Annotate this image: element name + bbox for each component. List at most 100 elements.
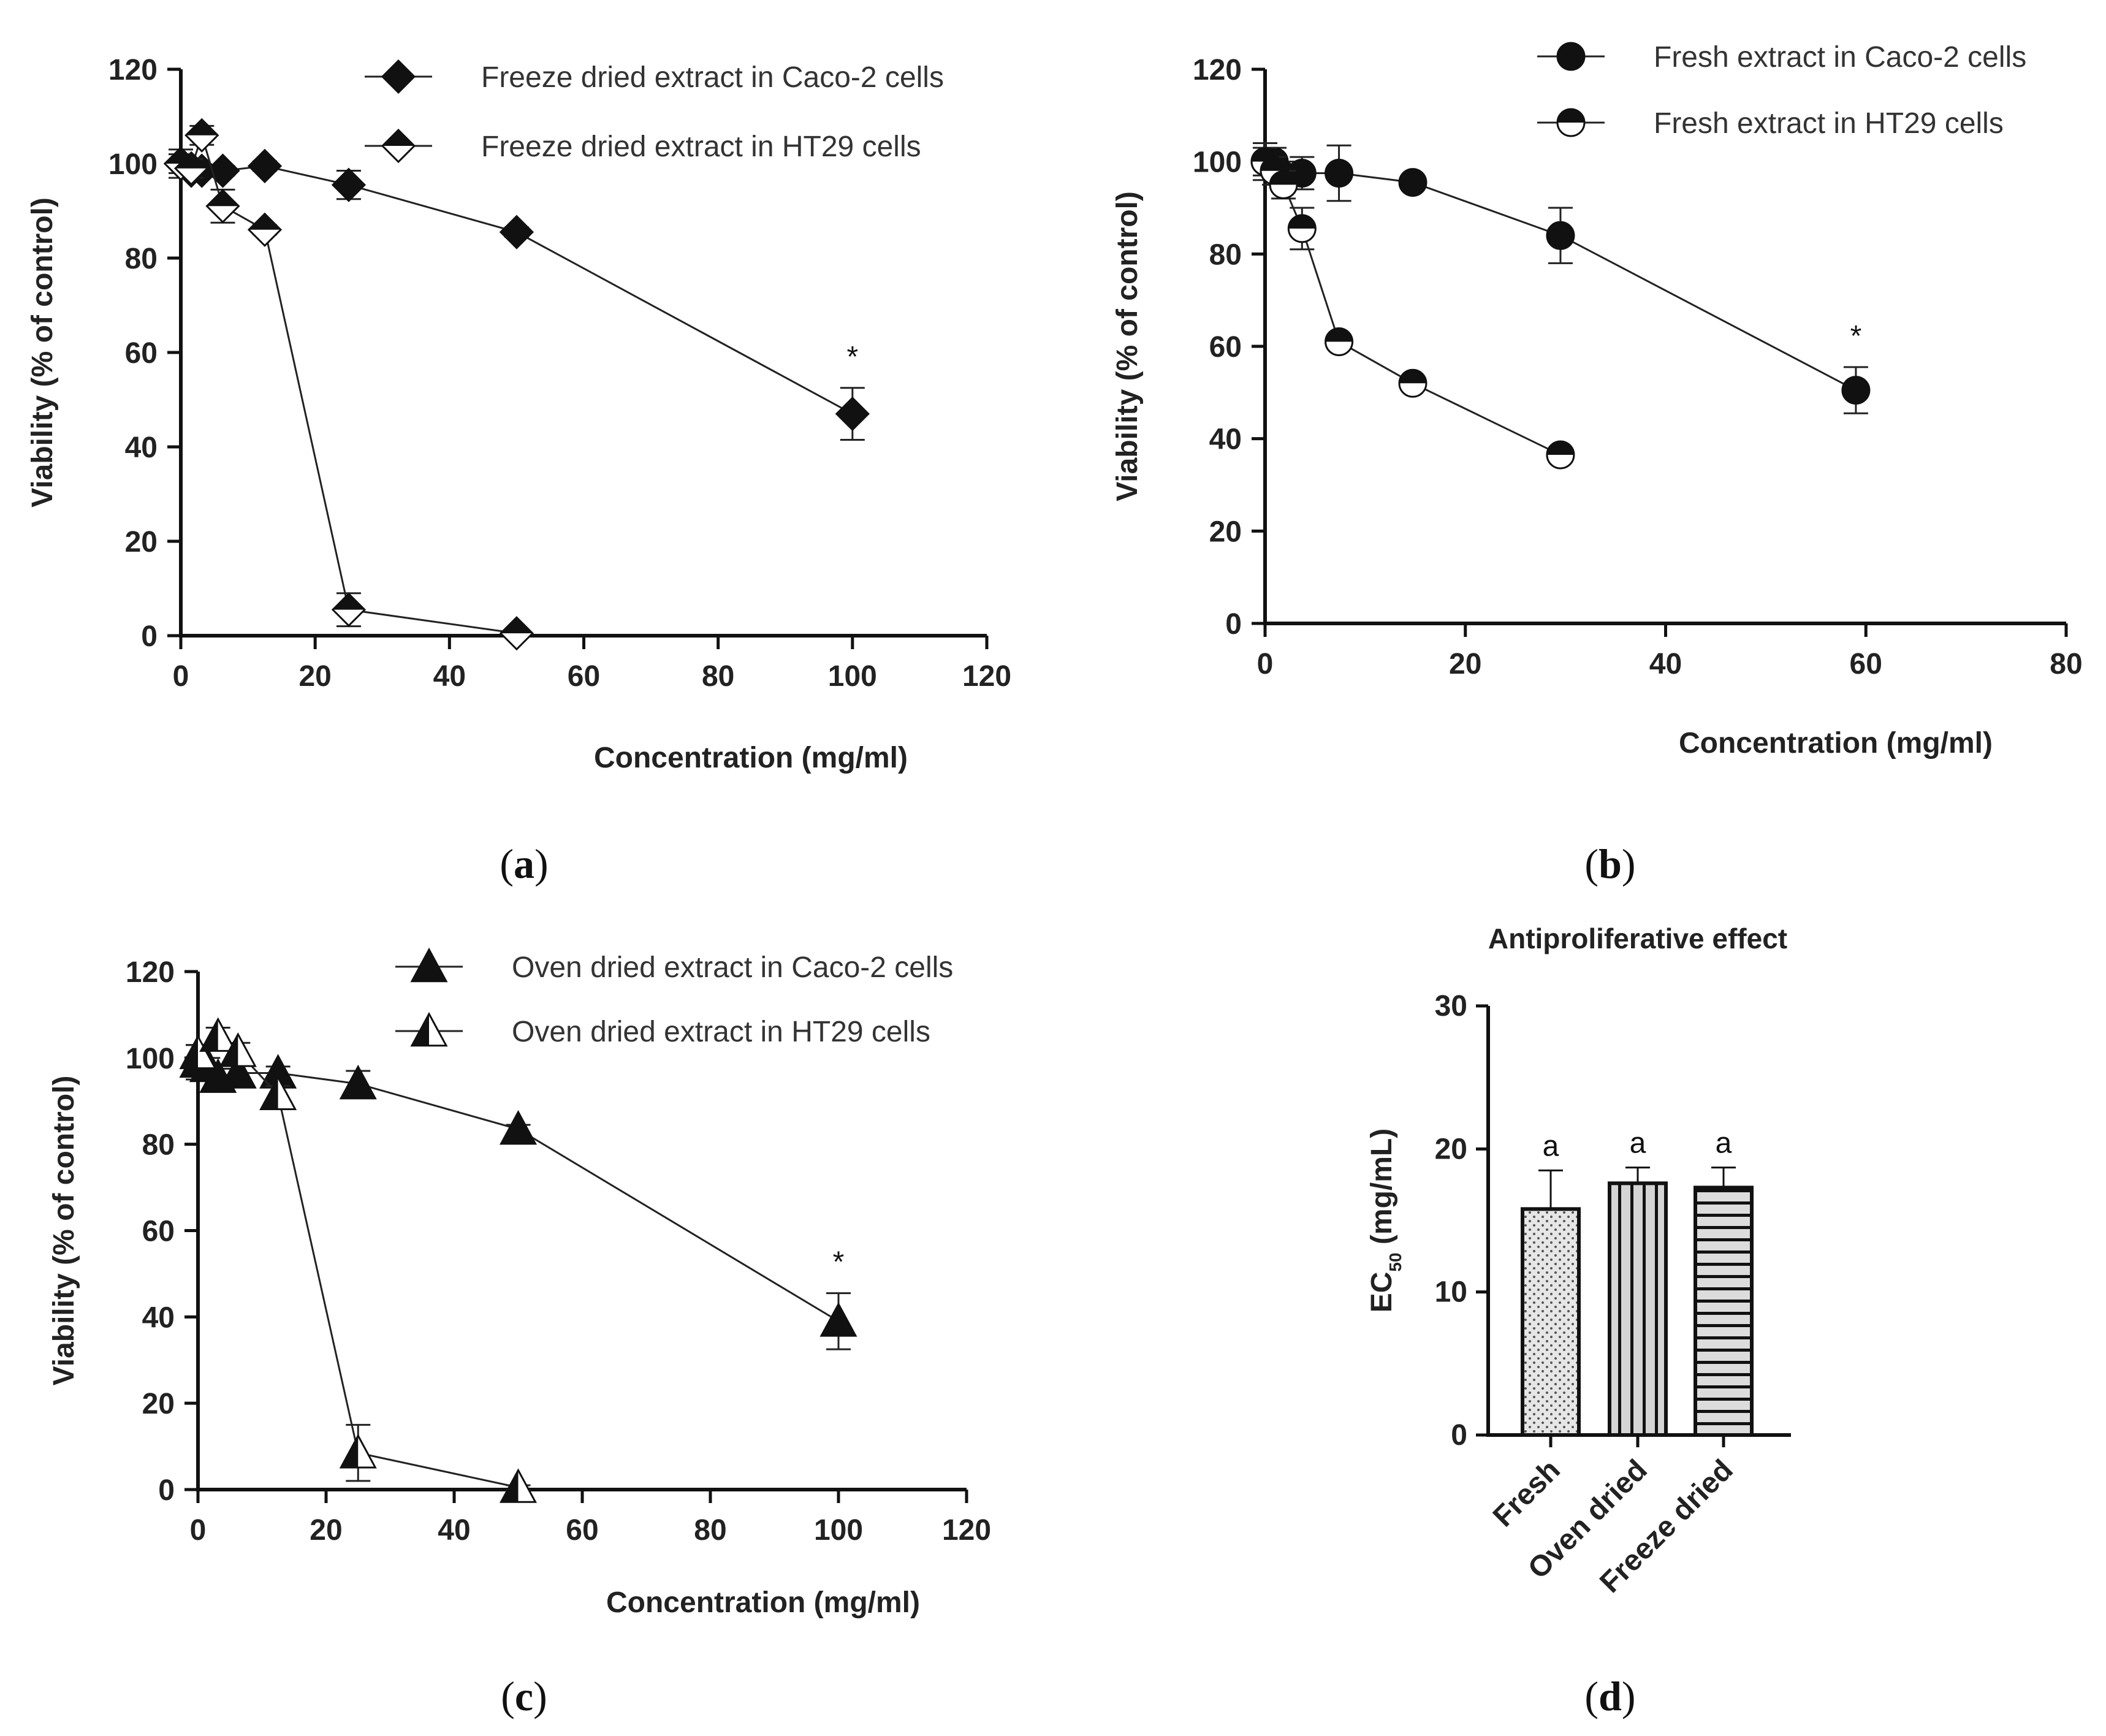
x-tick-label: 100 <box>828 660 877 693</box>
data-point <box>835 396 870 432</box>
series-line <box>1265 161 1857 391</box>
y-tick-label: 20 <box>125 526 158 558</box>
x-tick-label: 0 <box>190 1514 207 1547</box>
marker-fill-half <box>1261 157 1288 171</box>
chart-panel-c: 0 20 40 60 80 100 120 0 20 40 60 80 100 120 Viability … <box>48 947 991 1619</box>
y-tick-label: 40 <box>125 432 158 464</box>
significance-letter: a <box>1630 1127 1646 1160</box>
data-point <box>499 1468 538 1503</box>
legend-label: Freeze dried extract in Caco-2 cells <box>481 61 944 94</box>
marker-fill-half <box>207 190 239 207</box>
series-line <box>1264 161 1561 456</box>
data-point <box>247 212 283 247</box>
y-tick-label: 0 <box>1451 1419 1467 1452</box>
y-tick-label: 0 <box>158 1474 175 1507</box>
data-point <box>1269 170 1298 199</box>
y-tick-label: 30 <box>1435 990 1467 1022</box>
chart-panel-a: 0 20 40 60 80 100 120 0 20 40 60 80 100 120 Viability … <box>26 54 1011 774</box>
significance-letter: a <box>1543 1130 1559 1162</box>
legend-marker <box>381 59 416 94</box>
y-tick-label: 20 <box>142 1388 175 1420</box>
y-axis-title: EC50 (mg/mL) <box>1366 1129 1405 1312</box>
data-point <box>1546 440 1575 470</box>
x-tick-label: 40 <box>433 660 466 693</box>
marker-fill-half <box>175 152 208 169</box>
x-tick-label: 80 <box>2050 648 2082 680</box>
panel-label-b: (b) <box>1584 840 1635 887</box>
marker-fill-half <box>500 617 533 634</box>
chart-title: Antiproliferative effect <box>1488 923 1787 954</box>
y-tick-label: 10 <box>1435 1276 1467 1309</box>
y-tick-label: 20 <box>1435 1133 1467 1165</box>
data-point <box>219 1054 257 1089</box>
data-point <box>205 189 240 224</box>
y-tick-label: 20 <box>1209 516 1242 548</box>
x-axis-title: Concentration (mg/ml) <box>606 1586 920 1619</box>
marker-fill-half <box>1325 328 1353 342</box>
series-line <box>197 1061 839 1322</box>
series-2 <box>163 118 534 651</box>
y-tick-label: 120 <box>1193 54 1242 86</box>
x-tick-label: 120 <box>962 660 1011 693</box>
marker-fill-half <box>1399 370 1426 384</box>
x-tick-label: 40 <box>1649 648 1682 680</box>
y-tick-label: 120 <box>126 956 175 989</box>
y-tick-label: 100 <box>126 1043 175 1075</box>
marker-fill-half <box>1546 441 1574 455</box>
data-point <box>1325 159 1354 188</box>
significance-marker: * <box>1850 320 1862 352</box>
x-tick-label: 80 <box>702 660 734 693</box>
y-tick-label: 100 <box>108 148 158 181</box>
data-point <box>331 592 367 627</box>
data-point <box>331 167 367 202</box>
x-tick-label: Fresh <box>1487 1453 1567 1533</box>
marker-fill-half <box>1270 171 1298 185</box>
y-tick-label: 100 <box>1193 147 1242 179</box>
marker-fill-half <box>412 1014 429 1046</box>
data-point <box>247 148 283 183</box>
x-tick-label: 100 <box>814 1514 863 1547</box>
data-point <box>499 215 534 249</box>
data-point <box>199 1017 237 1052</box>
marker-fill-half <box>501 1470 519 1502</box>
y-tick-label: 60 <box>1209 331 1242 364</box>
bar-1 <box>1521 1207 1581 1437</box>
data-point <box>184 118 219 153</box>
series-1: * <box>163 146 870 441</box>
x-tick-label: 40 <box>438 1514 470 1547</box>
marker-fill-half <box>382 130 414 146</box>
data-point <box>1287 214 1317 243</box>
significance-marker: * <box>846 341 858 373</box>
y-axis-title: Viability (% of control) <box>26 197 59 508</box>
x-tick-label: 20 <box>1449 648 1481 680</box>
series-line <box>197 1035 519 1488</box>
chart-panel-b: 0 20 40 60 80 100 120 0 20 40 60 80 Viability (% of … <box>1111 41 2083 760</box>
x-axis-title: Concentration (mg/ml) <box>594 742 908 774</box>
significance-letter: a <box>1716 1127 1732 1160</box>
x-axis-title: Concentration (mg/ml) <box>1679 727 1993 760</box>
data-point <box>499 616 534 651</box>
x-tick-label: 0 <box>1257 648 1274 680</box>
x-tick-label: 60 <box>568 660 600 693</box>
y-tick-label: 60 <box>142 1216 175 1248</box>
y-tick-label: 80 <box>125 243 158 275</box>
marker-fill-half <box>1288 215 1316 229</box>
series-2 <box>179 1017 538 1503</box>
legend-label: Fresh extract in HT29 cells <box>1654 107 2004 140</box>
data-point <box>179 1034 217 1070</box>
series-line <box>180 162 853 415</box>
y-axis-title: Viability (% of control) <box>1111 191 1144 501</box>
legend-marker <box>381 128 416 164</box>
legend-marker <box>1556 108 1586 137</box>
marker-fill-half <box>186 119 218 135</box>
marker-fill-half <box>332 593 365 610</box>
data-point <box>499 1110 538 1145</box>
y-tick-label: 0 <box>1225 608 1242 641</box>
panel-label-d: (d) <box>1584 1673 1635 1719</box>
data-point <box>1325 327 1354 356</box>
data-point <box>1398 368 1427 398</box>
y-tick-label: 60 <box>125 337 158 370</box>
data-point <box>819 1302 857 1337</box>
marker-fill-half <box>1557 109 1584 123</box>
significance-marker: * <box>833 1246 845 1279</box>
